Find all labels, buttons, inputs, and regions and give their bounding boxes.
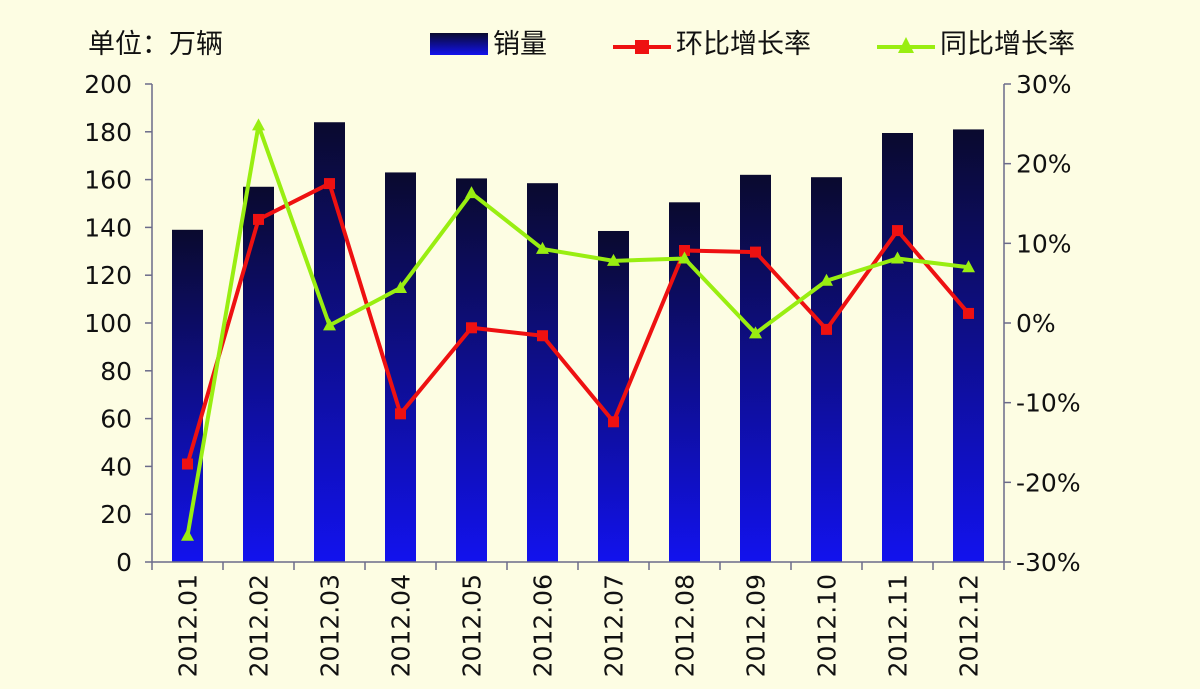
- mom-point-2012.05: [466, 322, 477, 334]
- yoy-point-2012.03: [323, 318, 336, 331]
- yoy-point-2012.06: [536, 241, 549, 254]
- legend-bar-label: 销量: [493, 29, 547, 60]
- x-tick-label: 2012.07: [600, 574, 629, 677]
- yoy-point-2012.12: [962, 260, 975, 273]
- mom-point-2012.12: [963, 307, 974, 319]
- x-tick-label: 2012.10: [813, 574, 842, 677]
- y-right-tick-label: 10%: [1016, 229, 1072, 258]
- axes: [145, 83, 1011, 570]
- yoy-point-2012.05: [465, 186, 478, 199]
- x-tick-label: 2012.09: [742, 574, 771, 677]
- yoy-point-2012.11: [891, 251, 904, 264]
- mom-point-2012.07: [608, 416, 619, 428]
- x-tick-label: 2012.01: [174, 574, 203, 677]
- y-left-tick-label: 180: [84, 118, 132, 147]
- mom-point-2012.04: [395, 408, 406, 420]
- yoy-point-2012.01: [181, 528, 194, 541]
- legend: 销量 环比增长率 同比增长率: [430, 29, 1075, 60]
- x-tick-label: 2012.03: [316, 574, 345, 677]
- y-right-tick-label: 30%: [1016, 70, 1072, 99]
- yoy-point-2012.08: [678, 251, 691, 264]
- mom-point-2012.11: [892, 225, 903, 237]
- y-right-tick-label: -10%: [1016, 389, 1081, 418]
- mom-point-2012.06: [537, 330, 548, 342]
- y-right-tick-label: -20%: [1016, 468, 1081, 497]
- y-right-tick-label: -30%: [1016, 548, 1081, 577]
- legend-yoy-marker: [898, 37, 914, 53]
- x-tick-label: 2012.12: [955, 574, 984, 677]
- tick-labels: 0 20 40 60 80 100 120 140 160 180 200 -30% -20% -10% 0…: [84, 70, 1080, 677]
- mom-point-2012.02: [253, 213, 264, 225]
- bar-series-sales: [172, 122, 984, 563]
- x-tick-label: 2012.04: [387, 574, 416, 677]
- y-left-tick-label: 40: [100, 452, 132, 481]
- bar-2012.09: [740, 174, 771, 562]
- legend-bar-swatch: [430, 33, 488, 55]
- y-left-tick-label: 0: [116, 548, 132, 577]
- yoy-point-2012.09: [749, 326, 762, 339]
- legend-mom-marker: [635, 40, 649, 54]
- bar-2012.11: [882, 132, 913, 562]
- bar-2012.05: [456, 178, 487, 562]
- bar-2012.03: [314, 122, 345, 563]
- bar-2012.10: [811, 177, 842, 562]
- bar-2012.12: [953, 129, 984, 562]
- mom-point-2012.01: [182, 458, 193, 470]
- y-left-tick-label: 200: [84, 70, 132, 99]
- y-right-tick-label: 0%: [1016, 309, 1056, 338]
- yoy-point-2012.07: [607, 253, 620, 266]
- y-left-tick-label: 20: [100, 500, 132, 529]
- y-left-tick-label: 80: [100, 357, 132, 386]
- yoy-growth-line: [185, 123, 969, 537]
- yoy-point-2012.10: [820, 273, 833, 286]
- y-left-tick-label: 140: [84, 213, 132, 242]
- bar-2012.04: [385, 172, 416, 562]
- bar-2012.01: [172, 229, 203, 563]
- x-tick-label: 2012.06: [529, 574, 558, 677]
- unit-label: 单位：万辆: [88, 29, 223, 60]
- y-left-tick-label: 100: [84, 309, 132, 338]
- x-tick-label: 2012.08: [671, 574, 700, 677]
- mom-point-2012.09: [750, 246, 761, 258]
- y-right-tick-label: 20%: [1016, 150, 1072, 179]
- x-tick-label: 2012.11: [884, 574, 913, 677]
- mom-point-2012.03: [324, 178, 335, 190]
- x-tick-label: 2012.05: [458, 574, 487, 677]
- yoy-point-2012.02: [252, 118, 265, 131]
- mom-growth-line: [185, 181, 971, 465]
- line-series: [181, 118, 975, 541]
- bar-2012.02: [243, 186, 274, 562]
- yoy-point-2012.04: [394, 280, 407, 293]
- mom-point-2012.08: [679, 245, 690, 257]
- y-left-tick-label: 60: [100, 405, 132, 434]
- y-left-tick-label: 160: [84, 166, 132, 195]
- y-left-tick-label: 120: [84, 261, 132, 290]
- legend-yoy-label: 同比增长率: [940, 29, 1075, 60]
- x-tick-label: 2012.02: [245, 574, 274, 677]
- legend-mom-label: 环比增长率: [676, 29, 811, 60]
- mom-point-2012.10: [821, 323, 832, 335]
